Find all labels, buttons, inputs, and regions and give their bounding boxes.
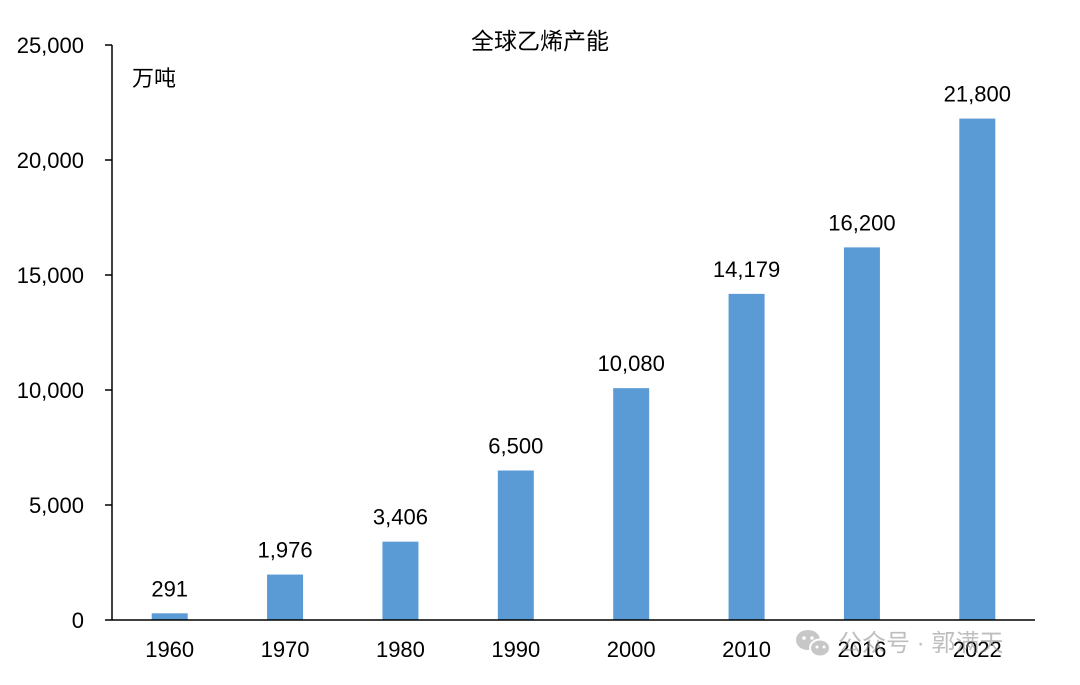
y-tick-label: 15,000 — [17, 263, 84, 288]
watermark-text: 公众号 · 郭满天 — [838, 630, 1003, 657]
x-tick-label-1980: 1980 — [376, 637, 425, 662]
bar-1990 — [497, 470, 534, 620]
wechat-icon — [796, 630, 831, 658]
y-tick-label: 5,000 — [29, 493, 84, 518]
data-label-1960: 291 — [151, 576, 188, 601]
data-label-2010: 14,179 — [713, 257, 780, 282]
x-tick-label-2016: 2016 — [837, 637, 886, 662]
bars — [151, 118, 996, 620]
data-label-2022: 21,800 — [944, 82, 1011, 107]
bar-2016 — [843, 247, 880, 620]
y-axis-ticks: 0 5,000 10,000 15,000 20,000 25,000 — [17, 33, 112, 633]
y-tick-label: 20,000 — [17, 148, 84, 173]
data-label-1970: 1,976 — [258, 538, 313, 563]
x-tick-label-1960: 1960 — [145, 637, 194, 662]
y-tick-label: 0 — [72, 608, 84, 633]
chart-title: 全球乙烯产能 — [471, 28, 609, 54]
bar-1980 — [382, 541, 419, 620]
x-tick-label-1970: 1970 — [261, 637, 310, 662]
x-tick-label-2000: 2000 — [607, 637, 656, 662]
unit-label: 万吨 — [132, 66, 176, 91]
bar-2022 — [959, 118, 996, 620]
data-label-2000: 10,080 — [598, 351, 665, 376]
x-tick-label-2010: 2010 — [722, 637, 771, 662]
data-label-1990: 6,500 — [488, 434, 543, 459]
x-axis-ticks: 1960 1970 1980 1990 2000 2010 2016 2022 — [145, 637, 1002, 662]
bar-1970 — [267, 574, 304, 620]
bar-2010 — [728, 293, 765, 620]
data-label-2016: 16,200 — [828, 210, 895, 235]
bar-2000 — [613, 388, 650, 620]
data-labels: 291 1,976 3,406 6,500 10,080 14,179 16,200 21,8… — [151, 82, 1011, 602]
y-tick-label: 25,000 — [17, 33, 84, 58]
bar-1960 — [151, 613, 188, 620]
data-label-1980: 3,406 — [373, 505, 428, 530]
x-tick-label-1990: 1990 — [491, 637, 540, 662]
x-tick-label-2022: 2022 — [953, 637, 1002, 662]
watermark: 公众号 · 郭满天 — [796, 630, 1003, 658]
y-tick-label: 10,000 — [17, 378, 84, 403]
